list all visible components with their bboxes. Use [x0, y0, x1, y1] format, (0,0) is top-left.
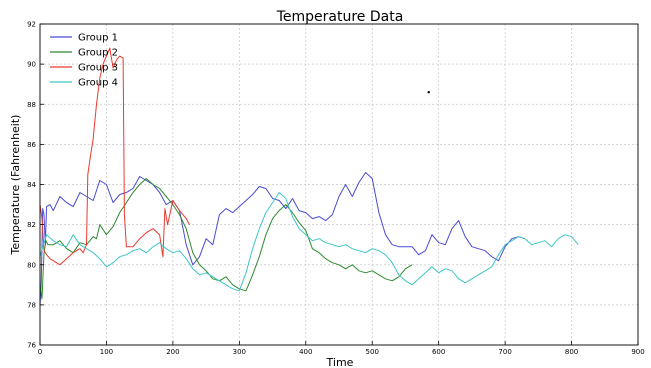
- legend-label-group-2: Group 2: [78, 48, 118, 59]
- x-tick-label: 900: [631, 348, 644, 356]
- x-tick-label: 500: [366, 348, 379, 356]
- x-tick-label: 700: [498, 348, 511, 356]
- x-tick-label: 0: [38, 348, 42, 356]
- legend-label-group-4: Group 4: [78, 78, 118, 89]
- series-lines: [39, 47, 579, 305]
- series-line-group-3: [39, 47, 190, 266]
- y-tick-label: 84: [27, 181, 36, 189]
- y-tick-label: 86: [27, 141, 36, 149]
- y-tick-label: 80: [27, 261, 36, 269]
- series-line-group-1: [39, 172, 526, 305]
- x-tick-label: 600: [432, 348, 445, 356]
- x-tick-label: 200: [166, 348, 179, 356]
- legend-label-group-1: Group 1: [78, 33, 118, 44]
- y-tick-label: 82: [27, 221, 36, 229]
- legend-label-group-3: Group 3: [78, 63, 118, 74]
- stray-point-marker: [427, 91, 430, 94]
- grid-lines: [39, 23, 639, 346]
- x-tick-label: 300: [233, 348, 246, 356]
- series-line-group-2: [39, 178, 413, 300]
- chart-title: Temperature Data: [276, 9, 404, 25]
- y-tick-label: 76: [27, 342, 36, 350]
- x-tick-label: 100: [100, 348, 113, 356]
- y-tick-label: 78: [27, 301, 36, 309]
- x-axis-ticks: 0 100 200 300 400 500 600 700 800 900: [38, 341, 645, 356]
- annotations: [427, 91, 430, 94]
- x-tick-label: 800: [565, 348, 578, 356]
- legend: Group 1 Group 2 Group 3 Group 4: [50, 33, 118, 89]
- x-axis-label: Time: [326, 356, 354, 368]
- y-axis-ticks: 76 78 80 82 84 86 88 90 92: [27, 21, 44, 350]
- y-tick-label: 90: [27, 61, 36, 69]
- y-axis-label: Temperature (Fahrenheit): [9, 115, 22, 256]
- x-tick-label: 400: [299, 348, 312, 356]
- y-tick-label: 92: [27, 21, 36, 29]
- series-line-group-4: [39, 192, 579, 292]
- y-tick-label: 88: [27, 101, 36, 109]
